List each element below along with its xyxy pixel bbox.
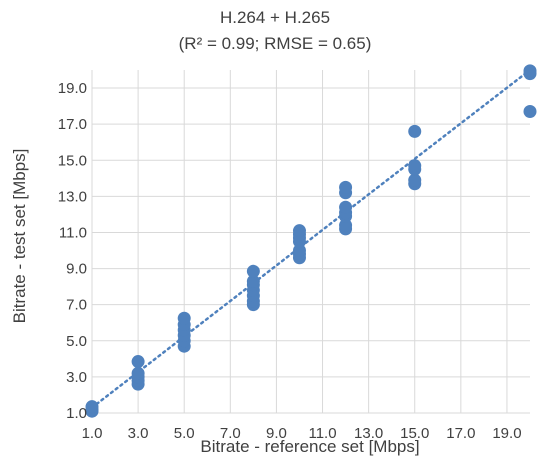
x-tick-label: 11.0 (308, 425, 336, 442)
data-point (292, 224, 306, 238)
y-tick-label: 3.0 (66, 369, 87, 386)
y-tick-label: 11.0 (59, 224, 87, 241)
x-tick-label: 15.0 (400, 425, 429, 442)
x-tick-label: 3.0 (128, 425, 149, 442)
y-axis-label: Bitrate - test set [Mbps] (10, 148, 29, 324)
data-point (339, 180, 353, 194)
chart-title: H.264 + H.265 (219, 8, 331, 27)
y-tick-labels: 1.0 3.0 5.0 7.0 9.0 11.0 13.0 15.0 17.0 19.0 (58, 80, 87, 422)
data-point (246, 264, 260, 278)
x-tick-label: 7.0 (220, 425, 241, 442)
x-tick-label: 1.0 (82, 425, 103, 442)
data-point (85, 400, 99, 414)
data-points (85, 64, 537, 418)
y-tick-label: 17.0 (58, 116, 87, 133)
trendline-group (90, 68, 532, 409)
trendline (90, 68, 532, 409)
data-point (523, 64, 537, 78)
data-point (408, 124, 422, 138)
x-tick-label: 9.0 (266, 425, 287, 442)
y-tick-label: 7.0 (66, 297, 87, 314)
x-tick-label: 19.0 (492, 425, 521, 442)
chart-subtitle: (R² = 0.99; RMSE = 0.65) (178, 34, 372, 53)
data-point (131, 366, 145, 380)
x-tick-label: 13.0 (354, 425, 383, 442)
data-point (292, 244, 306, 258)
data-point (408, 173, 422, 187)
data-point (408, 159, 422, 173)
x-tick-label: 17.0 (446, 425, 475, 442)
data-point (246, 274, 260, 288)
data-point (177, 311, 191, 325)
data-point (339, 218, 353, 232)
y-tick-label: 15.0 (58, 152, 87, 169)
y-tick-label: 1.0 (66, 405, 87, 422)
x-axis-label: Bitrate - reference set [Mbps] (200, 437, 420, 456)
y-tick-label: 13.0 (58, 188, 87, 205)
y-tick-label: 19.0 (58, 80, 87, 97)
data-point (339, 200, 353, 214)
y-tick-label: 9.0 (66, 261, 87, 278)
data-point (131, 355, 145, 369)
x-tick-label: 5.0 (174, 425, 195, 442)
data-point (523, 105, 537, 119)
y-tick-label: 5.0 (66, 333, 87, 350)
x-tick-labels: 1.0 3.0 5.0 7.0 9.0 11.0 13.0 15.0 17.0 19.0 (82, 425, 522, 442)
